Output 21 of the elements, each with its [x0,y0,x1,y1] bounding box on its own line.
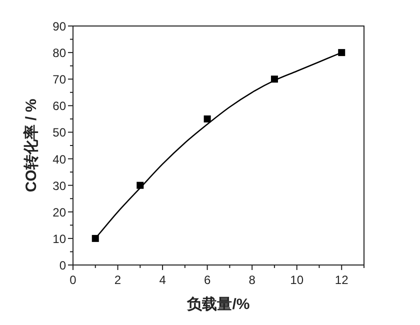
x-tick-label: 6 [204,273,211,287]
y-axis-title: CO转化率 / % [22,98,40,192]
y-tick-label: 50 [52,126,66,140]
y-tick-label: 80 [52,46,66,60]
x-tick-label: 0 [70,273,77,287]
y-tick-label: 70 [52,72,66,87]
y-tick-label: 40 [52,152,66,166]
x-tick-label: 10 [290,273,304,287]
x-tick-label: 12 [334,273,349,287]
point [338,49,346,56]
x-tick-label: 2 [114,273,122,287]
x-tick-label: 8 [248,273,256,287]
y-tick-label: 0 [59,258,66,272]
x-axis-title: 负载量/% [186,296,250,313]
y-tick-label: 20 [52,205,66,220]
x-tick-label: 4 [159,273,166,287]
y-tick-label: 60 [52,99,66,114]
point [204,115,211,122]
y-tick-label: 10 [52,232,66,246]
y-tick-label: 90 [52,20,66,34]
y-tick-label: 30 [52,178,66,193]
